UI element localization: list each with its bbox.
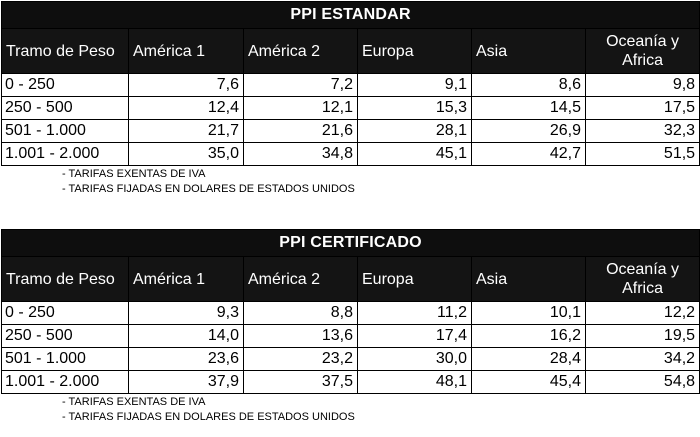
header-europa: Europa — [357, 28, 472, 74]
cell-value: 17,4 — [357, 324, 472, 348]
cell-value: 8,8 — [243, 301, 358, 325]
table-row: 250 - 500 12,4 12,1 15,3 14,5 17,5 — [1, 96, 700, 120]
cell-value: 34,8 — [243, 142, 358, 166]
cell-value: 45,1 — [357, 142, 472, 166]
cell-value: 10,1 — [471, 301, 586, 325]
cell-tramo: 250 - 500 — [1, 96, 129, 120]
cell-value: 28,4 — [471, 347, 586, 371]
cell-value: 23,2 — [243, 347, 358, 371]
cell-value: 14,0 — [128, 324, 244, 348]
cell-value: 14,5 — [471, 96, 586, 120]
cell-value: 19,5 — [584, 324, 700, 348]
cell-value: 9,3 — [128, 301, 244, 325]
table-title-row: PPI ESTANDAR — [0, 1, 700, 29]
cell-value: 45,4 — [471, 370, 586, 394]
table-notes: - TARIFAS EXENTAS DE IVA - TARIFAS FIJAD… — [0, 395, 700, 425]
table-notes: - TARIFAS EXENTAS DE IVA - TARIFAS FIJAD… — [0, 167, 700, 197]
cell-value: 26,9 — [471, 119, 586, 143]
ppi-certificado-table: PPI CERTIFICADO Tramo de Peso América 1 … — [0, 229, 700, 394]
cell-value: 21,7 — [128, 119, 244, 143]
ppi-estandar-section: PPI ESTANDAR Tramo de Peso América 1 Amé… — [0, 1, 700, 197]
cell-tramo: 0 - 250 — [1, 301, 129, 325]
header-oceania-africa: Oceanía y Africa — [584, 256, 700, 302]
table-header-row: Tramo de Peso América 1 América 2 Europa… — [1, 256, 700, 302]
cell-value: 51,5 — [584, 142, 700, 166]
cell-value: 9,1 — [357, 73, 472, 97]
cell-value: 42,7 — [471, 142, 586, 166]
note-iva: - TARIFAS EXENTAS DE IVA — [62, 396, 206, 408]
cell-value: 35,0 — [128, 142, 244, 166]
cell-value: 32,3 — [584, 119, 700, 143]
cell-value: 28,1 — [357, 119, 472, 143]
header-oceania-africa: Oceanía y Africa — [584, 28, 700, 74]
table-row: 0 - 250 9,3 8,8 11,2 10,1 12,2 — [1, 301, 700, 325]
table-title-row: PPI CERTIFICADO — [0, 229, 700, 257]
cell-tramo: 1.001 - 2.000 — [1, 142, 129, 166]
table-row: 1.001 - 2.000 37,9 37,5 48,1 45,4 54,8 — [1, 370, 700, 394]
cell-value: 9,8 — [584, 73, 700, 97]
cell-tramo: 501 - 1.000 — [1, 119, 129, 143]
note-dolares: - TARIFAS FIJADAS EN DOLARES DE ESTADOS … — [62, 183, 355, 195]
cell-value: 37,5 — [243, 370, 358, 394]
table-header-row: Tramo de Peso América 1 América 2 Europa… — [1, 28, 700, 74]
table-row: 501 - 1.000 23,6 23,2 30,0 28,4 34,2 — [1, 347, 700, 371]
table-row: 250 - 500 14,0 13,6 17,4 16,2 19,5 — [1, 324, 700, 348]
note-dolares: - TARIFAS FIJADAS EN DOLARES DE ESTADOS … — [62, 411, 355, 423]
table-row: 501 - 1.000 21,7 21,6 28,1 26,9 32,3 — [1, 119, 700, 143]
cell-value: 48,1 — [357, 370, 472, 394]
cell-tramo: 0 - 250 — [1, 73, 129, 97]
ppi-estandar-table: PPI ESTANDAR Tramo de Peso América 1 Amé… — [0, 1, 700, 166]
header-europa: Europa — [357, 256, 472, 302]
header-america-2: América 2 — [243, 256, 358, 302]
header-america-1: América 1 — [128, 28, 244, 74]
cell-value: 54,8 — [584, 370, 700, 394]
cell-value: 12,2 — [584, 301, 700, 325]
header-tramo: Tramo de Peso — [1, 256, 129, 302]
cell-value: 13,6 — [243, 324, 358, 348]
cell-value: 12,1 — [243, 96, 358, 120]
header-asia: Asia — [471, 28, 586, 74]
cell-tramo: 1.001 - 2.000 — [1, 370, 129, 394]
cell-value: 11,2 — [357, 301, 472, 325]
cell-value: 17,5 — [584, 96, 700, 120]
header-asia: Asia — [471, 256, 586, 302]
cell-value: 30,0 — [357, 347, 472, 371]
table-row: 0 - 250 7,6 7,2 9,1 8,6 9,8 — [1, 73, 700, 97]
ppi-certificado-section: PPI CERTIFICADO Tramo de Peso América 1 … — [0, 229, 700, 425]
cell-value: 7,2 — [243, 73, 358, 97]
cell-value: 16,2 — [471, 324, 586, 348]
cell-value: 23,6 — [128, 347, 244, 371]
header-america-1: América 1 — [128, 256, 244, 302]
cell-value: 21,6 — [243, 119, 358, 143]
header-america-2: América 2 — [243, 28, 358, 74]
cell-value: 15,3 — [357, 96, 472, 120]
table-title: PPI ESTANDAR — [0, 1, 700, 29]
cell-value: 8,6 — [471, 73, 586, 97]
cell-tramo: 501 - 1.000 — [1, 347, 129, 371]
cell-value: 7,6 — [128, 73, 244, 97]
cell-value: 34,2 — [584, 347, 700, 371]
table-title: PPI CERTIFICADO — [0, 229, 700, 257]
header-tramo: Tramo de Peso — [1, 28, 129, 74]
cell-value: 37,9 — [128, 370, 244, 394]
note-iva: - TARIFAS EXENTAS DE IVA — [62, 168, 206, 180]
table-row: 1.001 - 2.000 35,0 34,8 45,1 42,7 51,5 — [1, 142, 700, 166]
cell-value: 12,4 — [128, 96, 244, 120]
cell-tramo: 250 - 500 — [1, 324, 129, 348]
